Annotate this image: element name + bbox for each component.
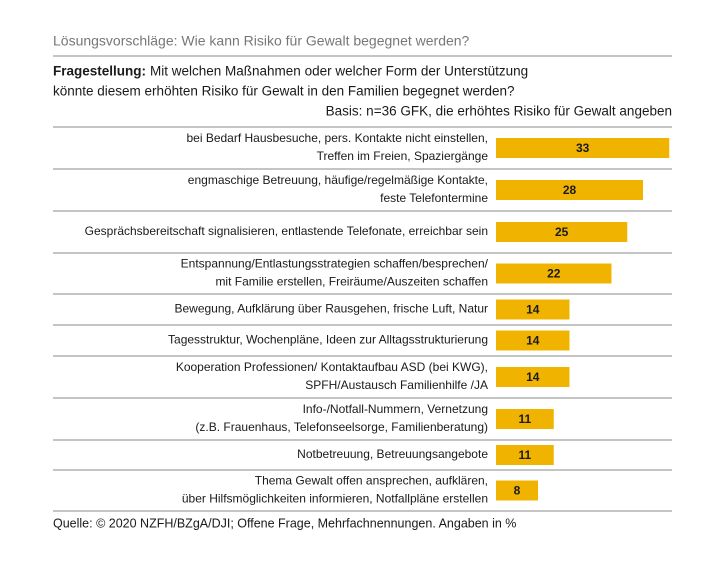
value-label: 11 (519, 448, 532, 462)
value-label: 8 (514, 484, 521, 498)
bar (496, 409, 554, 429)
bar (496, 138, 670, 158)
value-label: 14 (526, 303, 540, 317)
bar (496, 480, 538, 501)
value-label: 14 (526, 370, 540, 384)
category-label: über Hilfsmöglichkeiten informieren, Not… (182, 492, 488, 506)
bar (496, 330, 570, 351)
category-label: bei Bedarf Hausbesuche, pers. Kontakte n… (186, 131, 488, 145)
value-label: 25 (555, 225, 569, 239)
category-label: Info-/Notfall-Nummern, Vernetzung (303, 402, 488, 416)
value-label: 11 (519, 412, 532, 426)
source: Quelle: © 2020 NZFH/BZgA/DJI; Offene Fra… (53, 516, 516, 530)
chart-title: Lösungsvorschläge: Wie kann Risiko für G… (53, 33, 470, 49)
bar (496, 445, 554, 465)
value-label: 22 (547, 267, 561, 281)
category-label: Thema Gewalt offen ansprechen, aufklären… (255, 474, 488, 488)
value-label: 14 (526, 334, 540, 348)
category-label: SPFH/Austausch Familienhilfe /JA (305, 378, 488, 392)
category-label: Gesprächsbereitschaft signalisieren, ent… (85, 224, 488, 238)
question-line: könnte diesem erhöhten Risiko für Gewalt… (53, 84, 515, 99)
category-label: feste Telefontermine (380, 191, 488, 205)
category-label: Entspannung/Entlastungsstrategien schaff… (181, 257, 489, 271)
bar (496, 222, 628, 242)
bar (496, 299, 570, 320)
value-label: 28 (563, 183, 577, 197)
question-line: Mit welchen Maßnahmen oder welcher Form … (150, 64, 528, 79)
category-label: Kooperation Professionen/ Kontaktaufbau … (176, 360, 488, 374)
category-label: Bewegung, Aufklärung über Rausgehen, fri… (174, 302, 488, 316)
category-label: (z.B. Frauenhaus, Telefonseelsorge, Fami… (195, 420, 488, 434)
question-label: Fragestellung: (53, 64, 146, 79)
category-label: Treffen im Freien, Spaziergänge (317, 149, 489, 163)
bar (496, 367, 570, 387)
category-label: Tagesstruktur, Wochenpläne, Ideen zur Al… (168, 333, 488, 347)
bar (496, 263, 612, 284)
category-label: engmaschige Betreuung, häufige/regelmäßi… (188, 173, 488, 187)
bar (496, 180, 643, 200)
category-label: mit Familie erstellen, Freiräume/Auszeit… (215, 275, 488, 289)
basis: Basis: n=36 GFK, die erhöhtes Risiko für… (326, 104, 672, 119)
value-label: 33 (576, 141, 590, 155)
category-label: Notbetreuung, Betreuungsangebote (297, 447, 488, 461)
